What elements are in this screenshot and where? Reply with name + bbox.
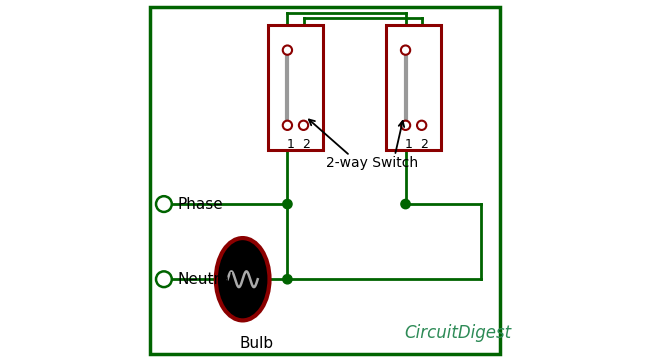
Text: 2-way Switch: 2-way Switch [326,156,419,170]
Circle shape [283,275,292,284]
Text: 2: 2 [421,139,428,151]
Ellipse shape [216,238,270,320]
Bar [268,25,323,150]
Circle shape [283,199,292,209]
Text: 1: 1 [404,139,412,151]
Circle shape [299,121,308,130]
Circle shape [156,271,172,287]
Text: Neutral: Neutral [177,272,234,287]
Text: CircuitDigest: CircuitDigest [404,324,511,342]
Text: Bulb: Bulb [240,336,274,351]
Circle shape [401,199,410,209]
Text: Phase: Phase [177,197,223,212]
Circle shape [401,121,410,130]
Text: 1: 1 [287,139,294,151]
Circle shape [401,45,410,55]
Circle shape [417,121,426,130]
Circle shape [156,196,172,212]
Circle shape [283,121,292,130]
Bar [386,25,441,150]
Text: 2: 2 [302,139,310,151]
Circle shape [283,45,292,55]
